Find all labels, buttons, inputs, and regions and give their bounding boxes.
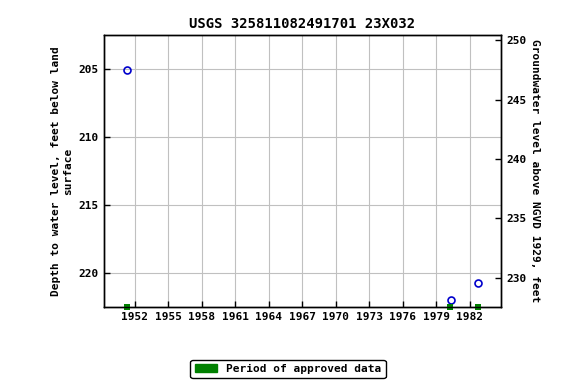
Y-axis label: Groundwater level above NGVD 1929, feet: Groundwater level above NGVD 1929, feet	[530, 39, 540, 303]
Legend: Period of approved data: Period of approved data	[191, 359, 385, 379]
Y-axis label: Depth to water level, feet below land
surface: Depth to water level, feet below land su…	[51, 46, 73, 296]
Title: USGS 325811082491701 23X032: USGS 325811082491701 23X032	[190, 17, 415, 31]
